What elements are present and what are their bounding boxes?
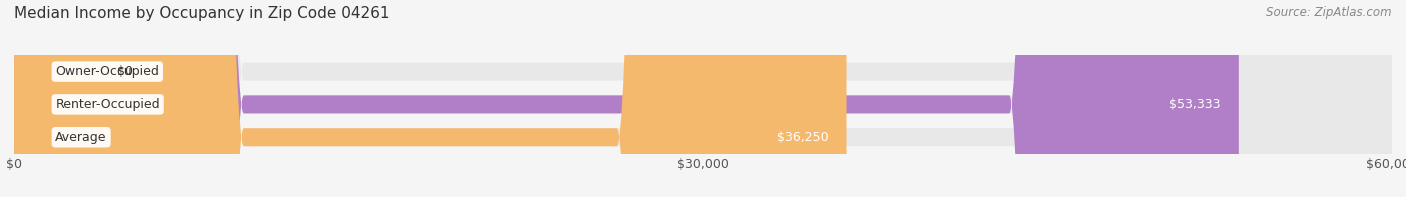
FancyBboxPatch shape <box>14 0 1392 197</box>
Text: Median Income by Occupancy in Zip Code 04261: Median Income by Occupancy in Zip Code 0… <box>14 6 389 21</box>
Text: Source: ZipAtlas.com: Source: ZipAtlas.com <box>1267 6 1392 19</box>
Text: Owner-Occupied: Owner-Occupied <box>55 65 159 78</box>
FancyBboxPatch shape <box>14 0 1392 197</box>
FancyBboxPatch shape <box>14 0 72 197</box>
Text: Renter-Occupied: Renter-Occupied <box>55 98 160 111</box>
Text: Average: Average <box>55 131 107 144</box>
Text: $53,333: $53,333 <box>1168 98 1220 111</box>
FancyBboxPatch shape <box>14 0 846 197</box>
Text: $36,250: $36,250 <box>776 131 828 144</box>
FancyBboxPatch shape <box>14 0 1392 197</box>
FancyBboxPatch shape <box>14 0 1239 197</box>
Text: $0: $0 <box>118 65 134 78</box>
